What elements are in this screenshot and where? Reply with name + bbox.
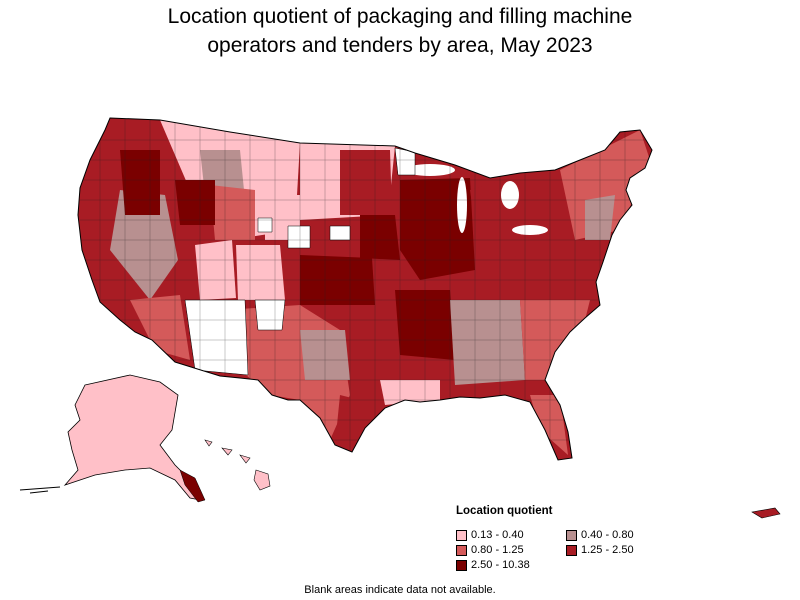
map-legend: Location quotient 0.13 - 0.40 0.40 - 0.8…	[456, 505, 676, 571]
footnote: Blank areas indicate data not available.	[304, 584, 496, 596]
legend-swatch-1	[456, 529, 467, 541]
legend-item-5: 2.50 - 10.38	[456, 559, 566, 571]
legend-label-4: 1.25 - 2.50	[581, 544, 634, 556]
legend-swatch-2	[566, 529, 577, 541]
legend-swatch-3	[456, 544, 467, 556]
legend-label-1: 0.13 - 0.40	[471, 529, 524, 541]
legend-label-2: 0.40 - 0.80	[581, 529, 634, 541]
legend-item-4: 1.25 - 2.50	[566, 544, 676, 556]
legend-label-5: 2.50 - 10.38	[471, 559, 530, 571]
legend-swatch-5	[456, 559, 467, 571]
map-title: Location quotient of packaging and filli…	[0, 2, 800, 60]
hawaii	[204, 439, 271, 491]
legend-item-1: 0.13 - 0.40	[456, 529, 566, 541]
alaska	[19, 374, 206, 503]
legend-title: Location quotient	[456, 505, 553, 517]
title-line-1: Location quotient of packaging and filli…	[167, 5, 633, 28]
legend-swatch-4	[566, 544, 577, 556]
legend-item-2: 0.40 - 0.80	[566, 529, 676, 541]
legend-item-3: 0.80 - 1.25	[456, 544, 566, 556]
title-line-2: operators and tenders by area, May 2023	[207, 34, 593, 57]
puerto-rico	[751, 507, 781, 519]
legend-label-3: 0.80 - 1.25	[471, 544, 524, 556]
